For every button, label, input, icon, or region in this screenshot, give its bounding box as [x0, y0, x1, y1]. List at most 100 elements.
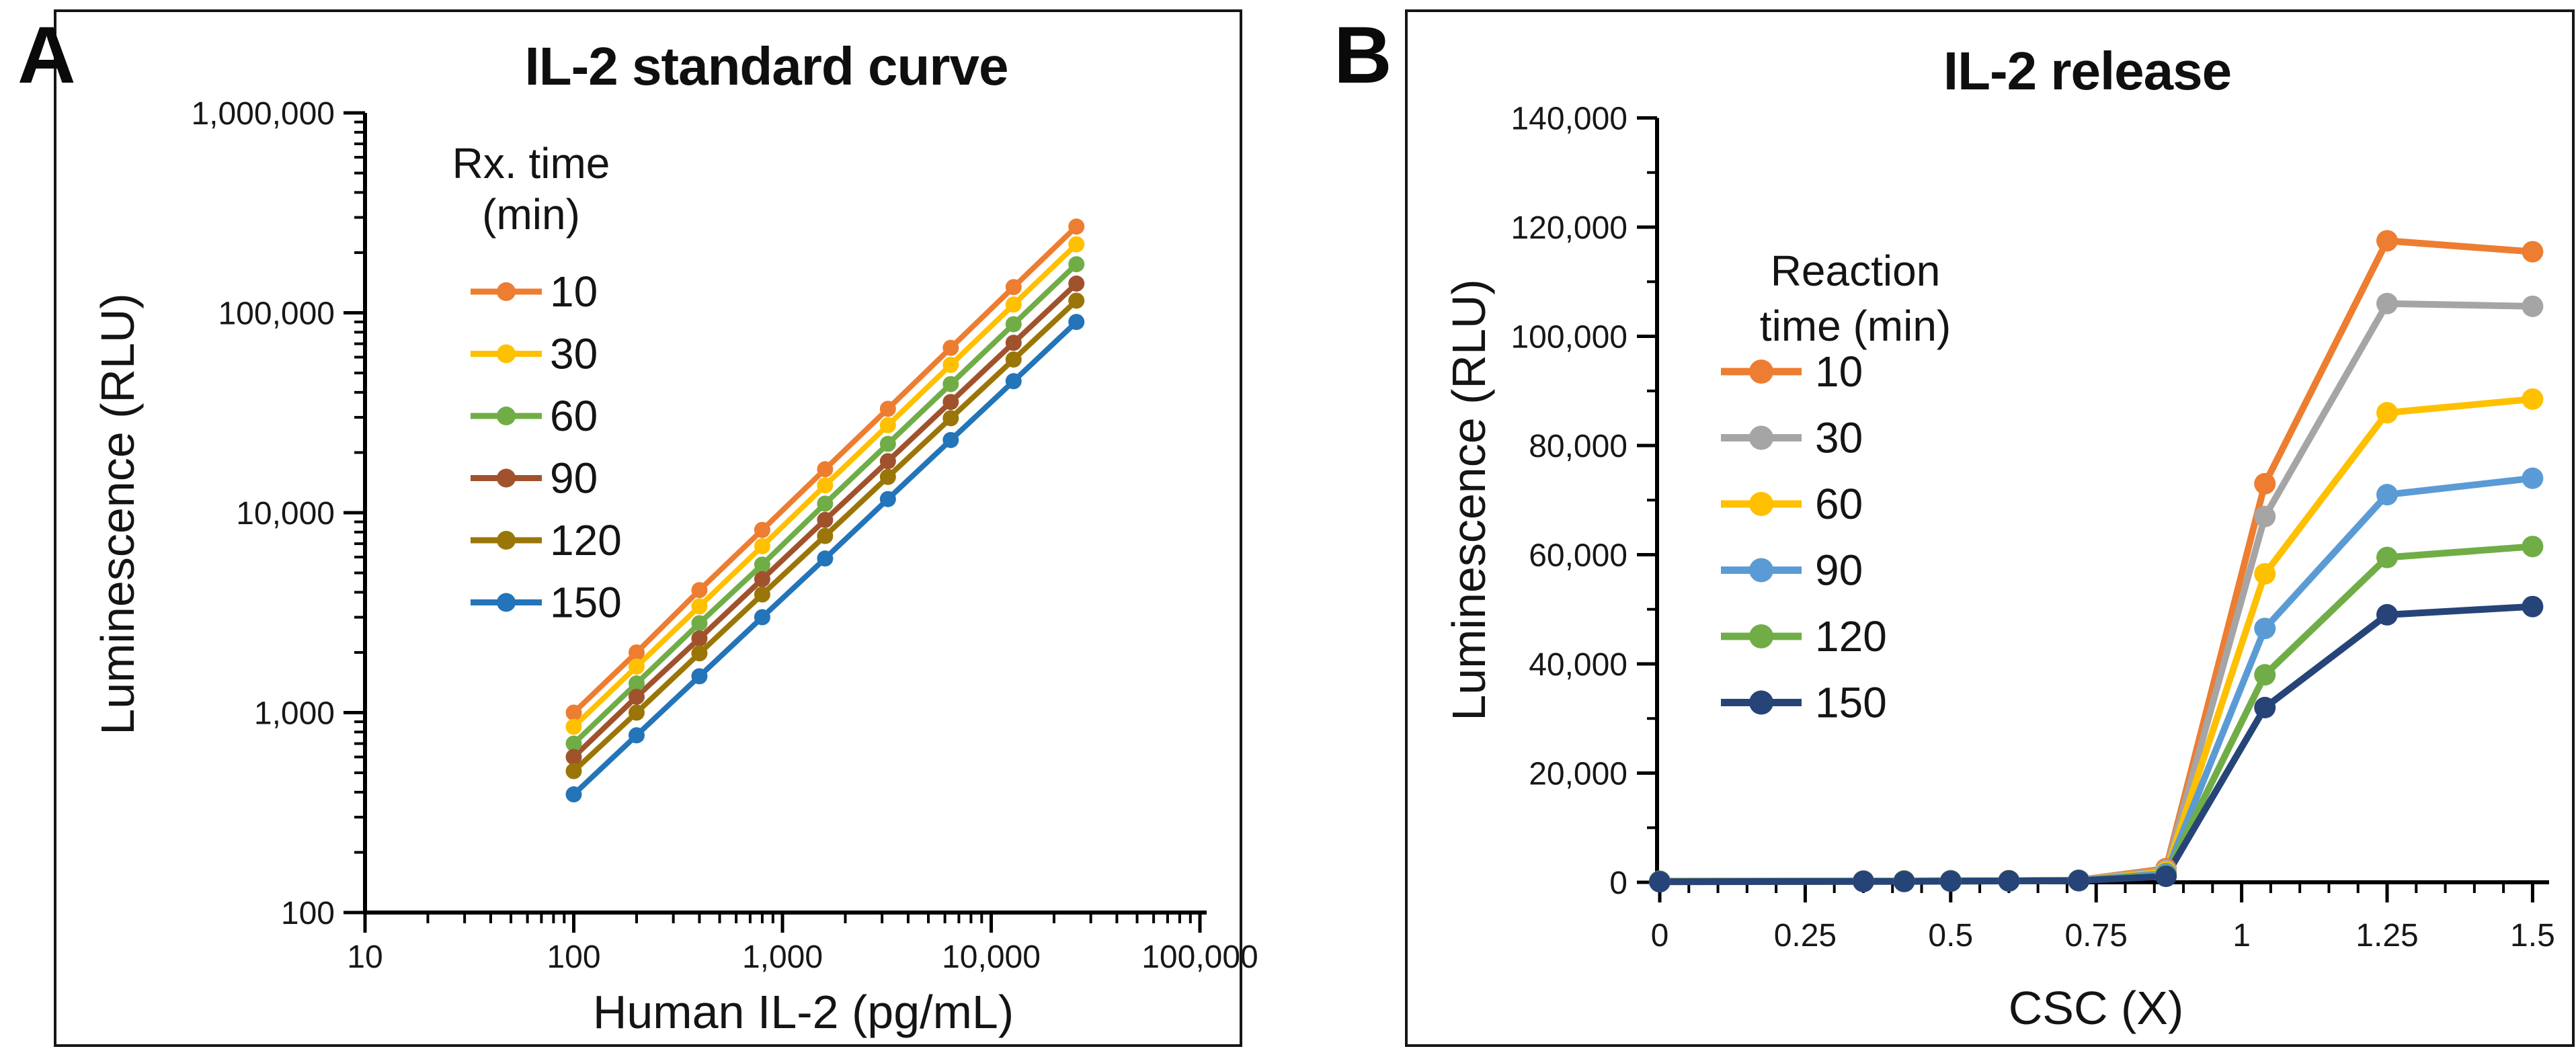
- b-series-marker-150: [2068, 870, 2090, 892]
- a-legend-swatch-marker-10: [497, 282, 516, 301]
- a-series-marker-30: [879, 417, 896, 433]
- a-series-marker-30: [565, 718, 582, 735]
- a-series-marker-10: [1068, 218, 1085, 235]
- b-series-line-150: [1656, 603, 2536, 886]
- a-series-marker-30: [817, 477, 834, 494]
- a-y-tick-label: 100: [281, 896, 335, 931]
- b-series-marker-150: [1649, 871, 1671, 893]
- a-series-marker-150: [1068, 314, 1085, 331]
- b-series-marker-30: [2376, 292, 2398, 314]
- b-series-marker-150: [1998, 870, 2020, 892]
- b-y-tick-label: 40,000: [1529, 647, 1627, 683]
- a-series-marker-150: [628, 727, 645, 744]
- a-series-marker-60: [942, 376, 959, 392]
- b-x-tick-label: 1: [2232, 918, 2251, 954]
- chart-a-title: IL-2 standard curve: [524, 36, 1008, 96]
- b-series-marker-90: [2522, 467, 2544, 489]
- a-series-marker-30: [1068, 236, 1085, 253]
- a-x-tick-label: 1,000: [742, 939, 823, 975]
- b-x-tick-label: 0.75: [2064, 918, 2127, 954]
- a-series-marker-90: [691, 630, 708, 647]
- a-series-marker-120: [1068, 292, 1085, 309]
- b-series-marker-150: [2522, 595, 2544, 618]
- a-x-tick-label: 10,000: [942, 939, 1041, 975]
- b-series-marker-150: [1852, 870, 1874, 892]
- a-legend-label-120: 120: [550, 516, 622, 564]
- a-y-tick-label: 10,000: [236, 496, 335, 532]
- b-series-marker-120: [2254, 664, 2276, 686]
- b-series-marker-150: [2155, 865, 2177, 888]
- a-series-marker-30: [942, 356, 959, 373]
- b-y-tick-label: 0: [1609, 865, 1627, 901]
- a-series-marker-120: [942, 410, 959, 427]
- a-series-marker-90: [754, 570, 770, 587]
- b-x-tick-label: 0.25: [1774, 918, 1837, 954]
- a-x-tick-label: 100,000: [1141, 939, 1258, 975]
- panel-a-frame: [54, 9, 1242, 1047]
- panel-b-frame: [1405, 9, 2575, 1047]
- a-series-marker-90: [1005, 335, 1022, 351]
- a-series-marker-150: [754, 609, 770, 626]
- b-series-marker-30: [2522, 295, 2544, 317]
- b-y-tick-label: 80,000: [1529, 429, 1627, 464]
- a-series-marker-30: [691, 598, 708, 615]
- a-series-marker-120: [565, 763, 582, 779]
- b-series-marker-60: [2254, 562, 2276, 585]
- a-series-marker-150: [942, 431, 959, 448]
- b-x-tick-label: 1.5: [2510, 918, 2555, 954]
- b-series-line-30: [1656, 300, 2536, 885]
- a-series-marker-60: [1068, 256, 1085, 273]
- b-y-tick-label: 60,000: [1529, 538, 1627, 574]
- b-series-line-60: [1656, 395, 2536, 885]
- a-series-marker-150: [1005, 373, 1022, 390]
- b-series-marker-90: [2376, 484, 2398, 506]
- chart-a-legend-title-line2: (min): [482, 190, 580, 239]
- a-series-marker-10: [1005, 279, 1022, 296]
- a-legend-label-60: 60: [550, 392, 598, 440]
- b-legend-label-90: 90: [1815, 546, 1863, 595]
- a-legend-label-30: 30: [550, 330, 598, 378]
- a-legend-swatch-marker-60: [497, 407, 516, 425]
- panel-a-letter: A: [17, 10, 76, 100]
- a-series-marker-90: [942, 394, 959, 411]
- a-y-tick-label: 1,000: [254, 696, 335, 732]
- b-legend-swatch-marker-90: [1749, 558, 1773, 583]
- a-series-marker-150: [879, 491, 896, 507]
- a-series-marker-60: [565, 735, 582, 752]
- a-series-marker-60: [879, 435, 896, 452]
- a-series-marker-30: [1005, 296, 1022, 313]
- a-series-marker-150: [691, 668, 708, 685]
- a-legend-label-10: 10: [550, 267, 598, 316]
- a-series-marker-90: [1068, 276, 1085, 292]
- a-series-marker-120: [1005, 351, 1022, 368]
- a-legend-swatch-marker-90: [497, 468, 516, 488]
- b-legend-swatch-marker-60: [1749, 492, 1773, 516]
- b-series-line-90: [1656, 474, 2536, 885]
- b-series-marker-150: [2376, 603, 2398, 626]
- a-x-tick-label: 100: [547, 939, 600, 975]
- b-x-tick-label: 0: [1651, 918, 1669, 954]
- b-series-marker-60: [2522, 388, 2544, 410]
- b-legend-label-60: 60: [1815, 480, 1863, 528]
- a-legend-label-150: 150: [550, 579, 622, 627]
- a-legend-swatch-marker-30: [497, 344, 516, 364]
- a-series-marker-10: [628, 644, 645, 661]
- b-series-marker-150: [2254, 697, 2276, 718]
- b-series-marker-150: [1939, 870, 1962, 892]
- chart-b-legend-title-line2: time (min): [1759, 302, 1951, 350]
- a-series-marker-10: [817, 461, 834, 478]
- b-y-tick-label: 100,000: [1511, 320, 1627, 355]
- chart-b-x-axis-title: CSC (X): [2008, 982, 2184, 1034]
- b-series-marker-120: [2376, 546, 2398, 568]
- a-legend-swatch-marker-150: [497, 593, 516, 612]
- chart-a-x-axis-title: Human IL-2 (pg/mL): [592, 986, 1014, 1038]
- a-legend-label-90: 90: [550, 454, 598, 503]
- a-series-marker-10: [879, 400, 896, 417]
- b-y-tick-label: 120,000: [1511, 210, 1627, 246]
- a-series-marker-60: [691, 615, 708, 632]
- a-series-marker-10: [565, 704, 582, 721]
- a-series-marker-120: [754, 586, 770, 603]
- a-series-marker-60: [1005, 316, 1022, 333]
- a-series-marker-60: [754, 556, 770, 573]
